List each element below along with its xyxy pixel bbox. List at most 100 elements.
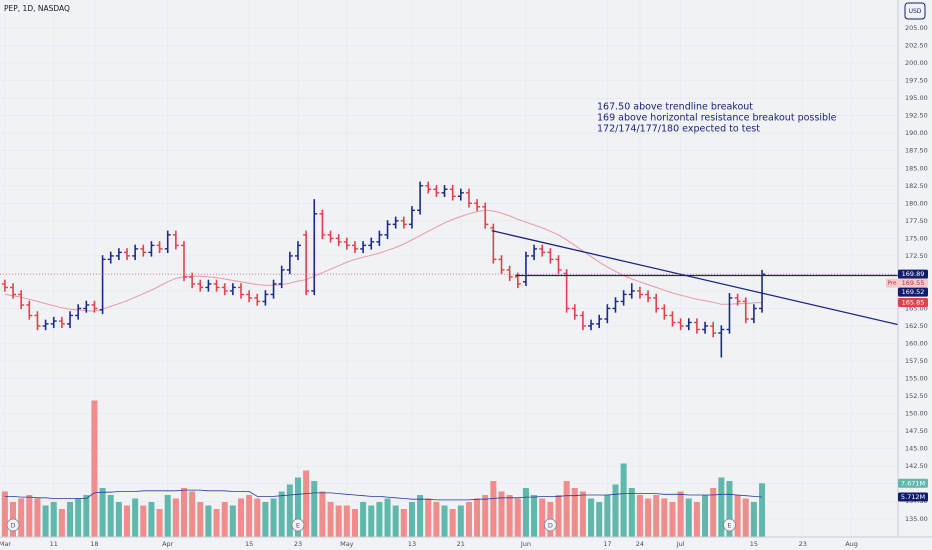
x-tick-label: Apr xyxy=(162,540,174,548)
volume-bar xyxy=(392,505,399,537)
volume-bar xyxy=(1,491,8,537)
volume-bar xyxy=(710,487,717,537)
volume-bar xyxy=(327,501,334,537)
volume-bar xyxy=(368,505,375,537)
currency-box[interactable] xyxy=(904,2,926,20)
y-tick-label: 202.50 xyxy=(905,42,928,50)
x-tick-label: 24 xyxy=(636,540,644,548)
volume-bar xyxy=(262,501,269,537)
x-tick-label: 11 xyxy=(50,540,58,548)
x-tick-label: Mar xyxy=(0,540,11,548)
volume-bar xyxy=(579,491,586,537)
y-tick-label: 180.00 xyxy=(905,199,928,207)
volume-tag-label: 7.671M xyxy=(901,479,925,487)
volume-bar xyxy=(107,494,114,537)
volume-bar xyxy=(99,487,106,537)
volume-bar xyxy=(645,498,652,537)
volume-bar xyxy=(669,501,676,537)
chart-title: PEP, 1D, NASDAQ xyxy=(4,4,70,13)
volume-bar xyxy=(750,501,757,537)
trend-line xyxy=(491,230,899,326)
volume-bar xyxy=(50,501,57,537)
volume-bar xyxy=(213,508,220,537)
volume-bar xyxy=(58,508,65,537)
volume-bar xyxy=(718,477,725,537)
volume-bar xyxy=(400,508,407,537)
volume-bar xyxy=(449,508,456,537)
volume-bar xyxy=(677,491,684,537)
volume-bar xyxy=(148,501,155,537)
volume-bar xyxy=(42,505,49,537)
y-tick-label: 177.50 xyxy=(905,217,928,225)
volume-bar xyxy=(303,470,310,537)
y-tick-label: 145.00 xyxy=(905,445,928,453)
volume-bar xyxy=(425,498,432,537)
volume-bar xyxy=(351,508,358,537)
y-tick-label: 192.50 xyxy=(905,112,928,120)
x-tick-label: Aug xyxy=(845,540,858,548)
volume-bar xyxy=(229,505,236,537)
y-tick-label: 155.00 xyxy=(905,375,928,383)
volume-bar xyxy=(693,501,700,537)
price-tag xyxy=(898,287,928,297)
price-tag-label: 169.52 xyxy=(902,288,925,296)
event-label: D xyxy=(11,522,16,530)
volume-bar xyxy=(457,505,464,537)
volume-bar xyxy=(742,498,749,537)
event-label: D xyxy=(548,522,553,530)
volume-bar xyxy=(156,508,163,537)
y-tick-label: 147.50 xyxy=(905,427,928,435)
y-tick-label: 185.00 xyxy=(905,164,928,172)
volume-bar xyxy=(164,494,171,537)
volume-bar xyxy=(34,498,41,537)
y-tick-label: 205.00 xyxy=(905,24,928,32)
y-tick-label: 152.50 xyxy=(905,392,928,400)
volume-bar xyxy=(474,498,481,537)
volume-bar xyxy=(612,484,619,537)
volume-bar xyxy=(417,494,424,537)
volume-bar xyxy=(140,505,147,537)
volume-bar xyxy=(172,498,179,537)
volume-bar xyxy=(555,494,562,537)
volume-bar xyxy=(335,505,342,537)
volume-bar xyxy=(620,463,627,537)
volume-bar xyxy=(636,494,643,537)
volume-bar xyxy=(360,501,367,537)
x-tick-label: 21 xyxy=(457,540,465,548)
y-tick-label: 165.00 xyxy=(905,304,928,312)
volume-bar xyxy=(254,498,261,537)
event-label: E xyxy=(727,522,731,530)
y-tick-label: 187.50 xyxy=(905,147,928,155)
annotation: 172/174/177/180 expected to test xyxy=(597,124,760,135)
y-tick-label: 190.00 xyxy=(905,129,928,137)
volume-bar xyxy=(384,498,391,537)
volume-bar xyxy=(498,491,505,537)
y-tick-label: 157.50 xyxy=(905,357,928,365)
volume-pane xyxy=(1,400,766,537)
volume-bar xyxy=(197,501,204,537)
event-badge xyxy=(6,518,20,532)
volume-bar xyxy=(221,501,228,537)
volume-bar xyxy=(180,487,187,537)
x-tick-label: Jul xyxy=(676,540,685,548)
volume-bar xyxy=(539,498,546,537)
volume-tag-label: 5.712M xyxy=(901,493,925,501)
y-tick-label: 135.00 xyxy=(905,515,928,523)
volume-bar xyxy=(343,505,350,537)
y-tick-label: 162.50 xyxy=(905,322,928,330)
axes: 135.00137.50140.00142.50145.00147.50150.… xyxy=(0,24,928,548)
volume-bar xyxy=(237,498,244,537)
volume-bar xyxy=(75,498,82,537)
y-tick-label: 175.00 xyxy=(905,234,928,242)
volume-bar xyxy=(482,494,489,537)
x-tick-label: 23 xyxy=(799,540,807,548)
volume-bar xyxy=(433,501,440,537)
volume-bar xyxy=(465,501,472,537)
volume-bar xyxy=(376,501,383,537)
volume-bar xyxy=(124,505,131,537)
volume-bar xyxy=(588,498,595,537)
volume-bar xyxy=(189,491,196,537)
